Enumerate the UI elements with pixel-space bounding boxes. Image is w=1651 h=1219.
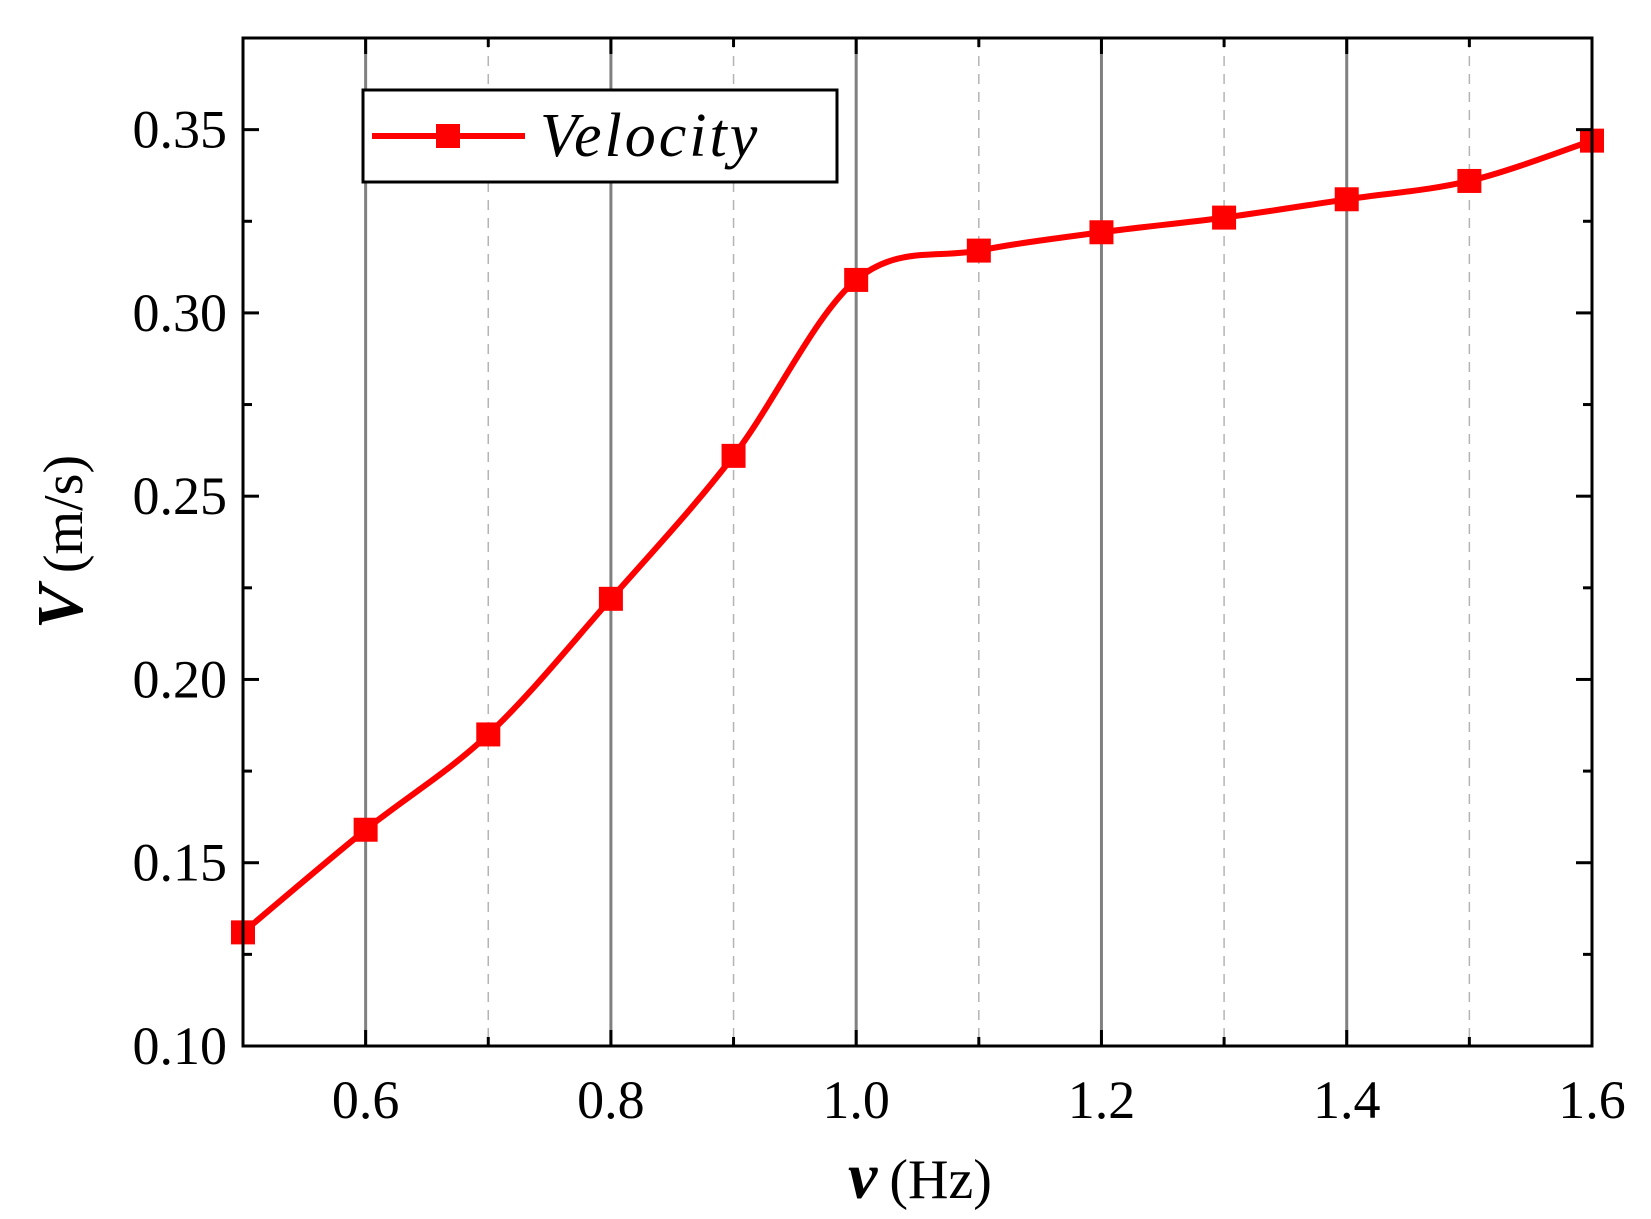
x-tick-label: 0.6: [332, 1070, 400, 1130]
data-point-marker: [721, 443, 746, 468]
grid-layer: [364, 38, 1471, 1046]
series-line-velocity: [241, 137, 1593, 935]
legend-marker-swatch: [436, 124, 460, 148]
y-tick-label: 0.15: [133, 833, 228, 893]
plot-frame: [241, 36, 1594, 1048]
x-axis-var: v: [848, 1140, 878, 1213]
x-tick-label: 1.6: [1558, 1070, 1626, 1130]
y-tick-label: 0.20: [133, 649, 228, 709]
data-point-marker: [1212, 205, 1237, 230]
tick-layer: [243, 38, 1594, 1048]
legend: Velocity: [361, 88, 839, 184]
x-tick-label: 1.4: [1313, 1070, 1381, 1130]
data-point-marker: [353, 817, 378, 842]
x-axis-title: v (Hz): [848, 1140, 992, 1213]
y-axis-var: V: [24, 580, 97, 629]
y-tick-label: 0.10: [133, 1016, 228, 1076]
y-tick-label: 0.35: [133, 100, 228, 160]
x-axis-unit: (Hz): [889, 1149, 992, 1211]
y-axis-unit: (m/s): [33, 455, 95, 573]
x-tick-label: 0.8: [577, 1070, 645, 1130]
data-point-marker: [844, 267, 869, 292]
data-point-marker: [476, 722, 501, 747]
data-point-marker: [598, 586, 623, 611]
data-point-marker: [1089, 220, 1114, 245]
label-layer: 0.6 0.8 1.0 1.2 1.4 1.6 0.10 0.15 0.20 0.25 0.30 0.…: [133, 100, 1626, 1130]
x-tick-label: 1.0: [822, 1070, 890, 1130]
y-axis-title: V (m/s): [24, 455, 97, 629]
legend-label: Velocity: [540, 102, 760, 170]
data-point-marker: [1457, 168, 1482, 193]
series-layer: [231, 128, 1604, 945]
y-tick-label: 0.30: [133, 283, 228, 343]
x-tick-label: 1.2: [1068, 1070, 1136, 1130]
y-tick-label: 0.25: [133, 466, 228, 526]
data-point-marker: [1334, 187, 1359, 212]
data-point-marker: [966, 238, 991, 263]
